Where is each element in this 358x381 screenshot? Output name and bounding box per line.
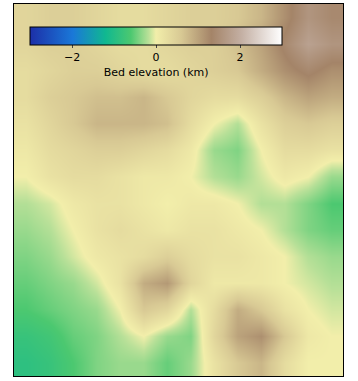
svg-text:−2: −2 (64, 51, 80, 64)
svg-text:Bed elevation (km): Bed elevation (km) (104, 66, 209, 79)
svg-text:2: 2 (237, 51, 244, 64)
svg-text:0: 0 (153, 51, 160, 64)
